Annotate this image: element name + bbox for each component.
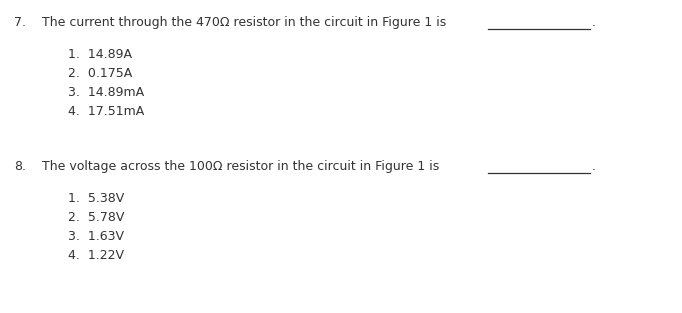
Text: 2.  0.175A: 2. 0.175A (68, 67, 132, 80)
Text: .: . (592, 16, 596, 29)
Text: 4.  1.22V: 4. 1.22V (68, 249, 124, 262)
Text: The current through the 470Ω resistor in the circuit in Figure 1 is: The current through the 470Ω resistor in… (42, 16, 446, 29)
Text: 4.  17.51mA: 4. 17.51mA (68, 105, 145, 118)
Text: 2.  5.78V: 2. 5.78V (68, 211, 124, 224)
Text: 3.  1.63V: 3. 1.63V (68, 230, 124, 243)
Text: 3.  14.89mA: 3. 14.89mA (68, 86, 144, 99)
Text: 1.  5.38V: 1. 5.38V (68, 192, 124, 205)
Text: The voltage across the 100Ω resistor in the circuit in Figure 1 is: The voltage across the 100Ω resistor in … (42, 160, 439, 173)
Text: 7.: 7. (14, 16, 26, 29)
Text: 8.: 8. (14, 160, 26, 173)
Text: .: . (592, 160, 596, 173)
Text: 1.  14.89A: 1. 14.89A (68, 48, 132, 61)
